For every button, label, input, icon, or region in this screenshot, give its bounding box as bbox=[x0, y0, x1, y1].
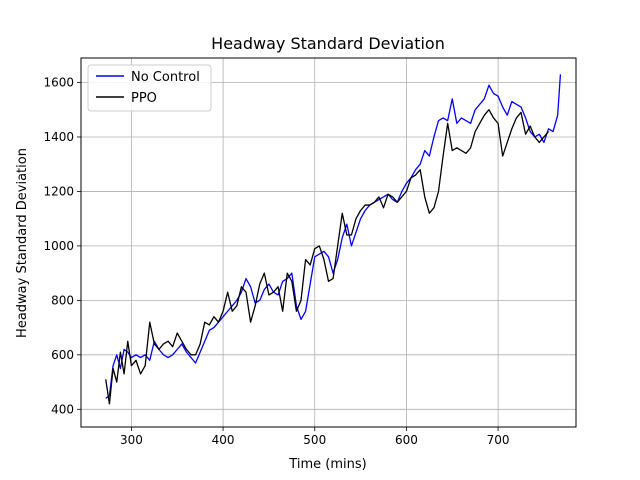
y-tick-label: 1200 bbox=[43, 184, 74, 198]
plot-frame bbox=[80, 57, 577, 428]
chart-title: Headway Standard Deviation bbox=[211, 34, 445, 53]
legend-label-no-control: No Control bbox=[131, 70, 200, 85]
y-tick-label: 600 bbox=[51, 348, 74, 362]
x-axis-label: Time (mins) bbox=[288, 457, 366, 472]
x-tick-label: 600 bbox=[395, 433, 418, 447]
x-tick-label: 300 bbox=[120, 433, 143, 447]
x-tick-label: 400 bbox=[212, 433, 235, 447]
series-layer bbox=[105, 74, 562, 405]
y-axis-label: Headway Standard Deviation bbox=[15, 148, 30, 338]
x-tick-label: 700 bbox=[487, 433, 510, 447]
legend-label-ppo: PPO bbox=[131, 91, 157, 106]
grid bbox=[81, 58, 576, 427]
x-axis-ticks: 300 400 500 600 700 bbox=[120, 427, 510, 447]
y-tick-label: 1600 bbox=[43, 76, 74, 90]
y-tick-label: 1000 bbox=[43, 239, 74, 253]
series-line-ppo bbox=[105, 109, 549, 405]
series-line-no-control bbox=[105, 74, 562, 399]
x-tick-label: 500 bbox=[303, 433, 326, 447]
legend: No Control PPO bbox=[87, 64, 212, 112]
y-axis-ticks: 400 600 800 1000 1200 1400 1600 bbox=[43, 76, 81, 416]
y-tick-label: 400 bbox=[51, 402, 74, 416]
y-tick-label: 800 bbox=[51, 293, 74, 307]
y-tick-label: 1400 bbox=[43, 130, 74, 144]
